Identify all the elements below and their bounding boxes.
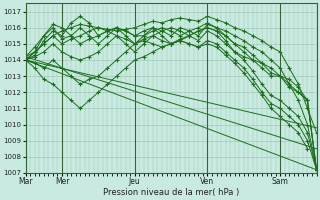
X-axis label: Pression niveau de la mer( hPa ): Pression niveau de la mer( hPa ) [103, 188, 239, 197]
